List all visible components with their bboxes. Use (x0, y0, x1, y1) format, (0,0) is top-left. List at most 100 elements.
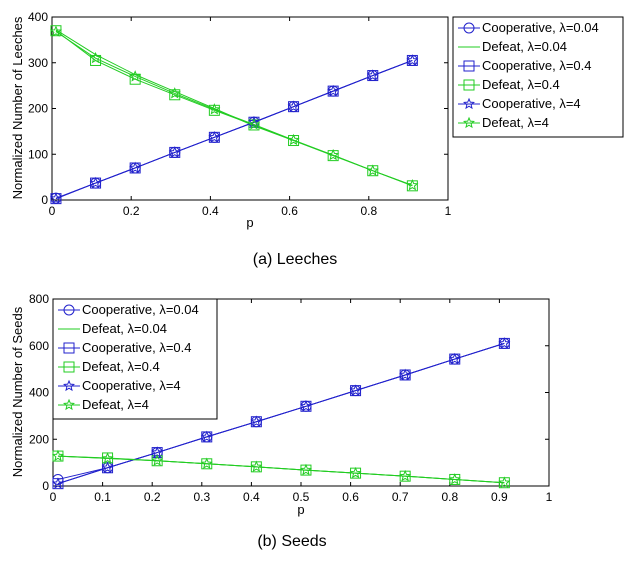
leeches-x-tick-label: 0.2 (123, 204, 140, 218)
seeds-series-line (57, 455, 505, 484)
leeches-series-5 (49, 25, 419, 191)
seeds-data-point (250, 415, 263, 427)
leeches-legend-marker (463, 60, 475, 72)
seeds-series-line (57, 342, 505, 485)
leeches-y-tick-label: 400 (28, 10, 48, 24)
seeds-legend-marker (63, 379, 75, 392)
leeches-data-point (168, 87, 181, 99)
leeches-data-point (247, 118, 260, 130)
leeches-data-point (49, 25, 62, 37)
seeds-legend-label: Cooperative, λ=4 (82, 378, 181, 393)
seeds-legend-label: Defeat, λ=0.04 (82, 321, 167, 336)
leeches-data-point (406, 54, 419, 66)
seeds-legend-marker (63, 342, 75, 354)
seeds-legend-label: Cooperative, λ=0.4 (82, 340, 191, 355)
leeches-data-point (49, 192, 62, 204)
seeds-legend-marker (63, 304, 75, 316)
seeds-legend-marker (63, 398, 75, 411)
seeds-y-tick-label: 800 (29, 292, 49, 306)
seeds-data-point (200, 457, 213, 469)
leeches-data-point (169, 89, 181, 101)
seeds-x-tick-label: 0.9 (491, 490, 508, 504)
leeches-data-point (406, 179, 419, 191)
seeds-data-point (51, 477, 64, 489)
leeches-legend-label: Cooperative, λ=0.4 (482, 58, 591, 73)
leeches-x-tick-label: 0.8 (360, 204, 377, 218)
leeches-x-tick-label: 0.4 (202, 204, 219, 218)
leeches-y-axis-label: Normalized Number of Leeches (10, 16, 25, 199)
leeches-legend: Cooperative, λ=0.04 Defeat, λ=0.04 Coopera… (452, 16, 624, 138)
leeches-legend-marker (463, 79, 475, 91)
seeds-data-point (399, 469, 412, 482)
leeches-y-tick-label: 300 (28, 56, 48, 70)
leeches-data-point (129, 161, 142, 174)
seeds-series-5 (51, 449, 511, 488)
leeches-data-point (327, 148, 340, 161)
seeds-data-point (299, 399, 312, 412)
seeds-legend-box (52, 298, 218, 420)
leeches-data-point (366, 69, 379, 81)
leeches-caption: (a) Leeches (253, 251, 338, 268)
leeches-data-point (327, 84, 340, 97)
seeds-x-tick-label: 0.1 (94, 490, 111, 504)
seeds-data-point (200, 430, 213, 443)
seeds-y-tick-label: 400 (29, 386, 49, 400)
seeds-data-point (448, 352, 461, 365)
leeches-data-point (168, 146, 181, 158)
leeches-axes-box (51, 16, 449, 201)
leeches-x-tick-label: 0 (49, 204, 56, 218)
seeds-data-point (51, 449, 64, 462)
seeds-legend: Cooperative, λ=0.04 Defeat, λ=0.04 Coopera… (52, 298, 218, 420)
seeds-legend-label: Cooperative, λ=0.04 (82, 302, 199, 317)
seeds-y-tick-label: 200 (29, 432, 49, 446)
leeches-x-tick-label: 0.6 (281, 204, 298, 218)
seeds-x-tick-label: 0.3 (193, 490, 210, 504)
leeches-data-point (287, 133, 300, 146)
leeches-legend-label: Defeat, λ=4 (482, 115, 549, 130)
plot-seeds: 0 0.1 0.2 0.3 0.4 0.5 0.6 0.7 0.8 0.9 1 0 200 400 600 8… (10, 292, 553, 550)
seeds-data-point (101, 461, 114, 473)
seeds-data-point (250, 460, 263, 472)
leeches-legend-label: Cooperative, λ=0.04 (482, 20, 599, 35)
seeds-y-tick-label: 0 (42, 479, 49, 493)
leeches-y-tick-label: 100 (28, 147, 48, 161)
seeds-x-axis-label: p (297, 502, 304, 517)
seeds-data-point (448, 473, 461, 485)
seeds-x-tick-label: 0 (50, 490, 57, 504)
leeches-series-line (55, 59, 413, 200)
seeds-data-point (498, 337, 511, 349)
seeds-data-point (349, 384, 362, 396)
seeds-data-point (399, 368, 412, 381)
seeds-x-tick-label: 0.5 (293, 490, 310, 504)
seeds-x-tick-label: 0.7 (392, 490, 409, 504)
leeches-legend-marker (463, 97, 475, 110)
leeches-legend-marker (463, 22, 475, 34)
seeds-caption: (b) Seeds (257, 533, 326, 550)
leeches-x-axis-label: p (246, 215, 253, 230)
leeches-data-point (129, 73, 141, 85)
leeches-data-point (208, 103, 221, 115)
leeches-legend-label: Cooperative, λ=4 (482, 96, 581, 111)
leeches-y-tick-label: 0 (41, 193, 48, 207)
seeds-legend-label: Defeat, λ=0.4 (82, 359, 160, 374)
leeches-legend-box (452, 16, 624, 138)
seeds-y-axis-label: Normalized Number of Seeds (10, 306, 25, 477)
leeches-data-point (89, 51, 102, 64)
leeches-legend-label: Defeat, λ=0.4 (482, 77, 560, 92)
leeches-series-line (55, 31, 413, 186)
leeches-x-tick-label: 1 (445, 204, 452, 218)
seeds-x-tick-label: 0.2 (144, 490, 161, 504)
seeds-legend-marker (63, 361, 75, 373)
seeds-legend-label: Defeat, λ=4 (82, 397, 149, 412)
seeds-x-tick-label: 0.8 (441, 490, 458, 504)
seeds-x-tick-label: 1 (546, 490, 553, 504)
seeds-data-point (498, 476, 511, 488)
leeches-data-point (208, 131, 221, 143)
leeches-data-point (366, 164, 379, 176)
seeds-x-tick-label: 0.6 (342, 490, 359, 504)
leeches-data-point (129, 70, 142, 82)
leeches-legend-label: Defeat, λ=0.04 (482, 39, 567, 54)
plot-leeches: 0 0.2 0.4 0.6 0.8 1 0 100 200 300 400 p Normalized N… (10, 10, 624, 268)
seeds-x-tick-label: 0.4 (243, 490, 260, 504)
